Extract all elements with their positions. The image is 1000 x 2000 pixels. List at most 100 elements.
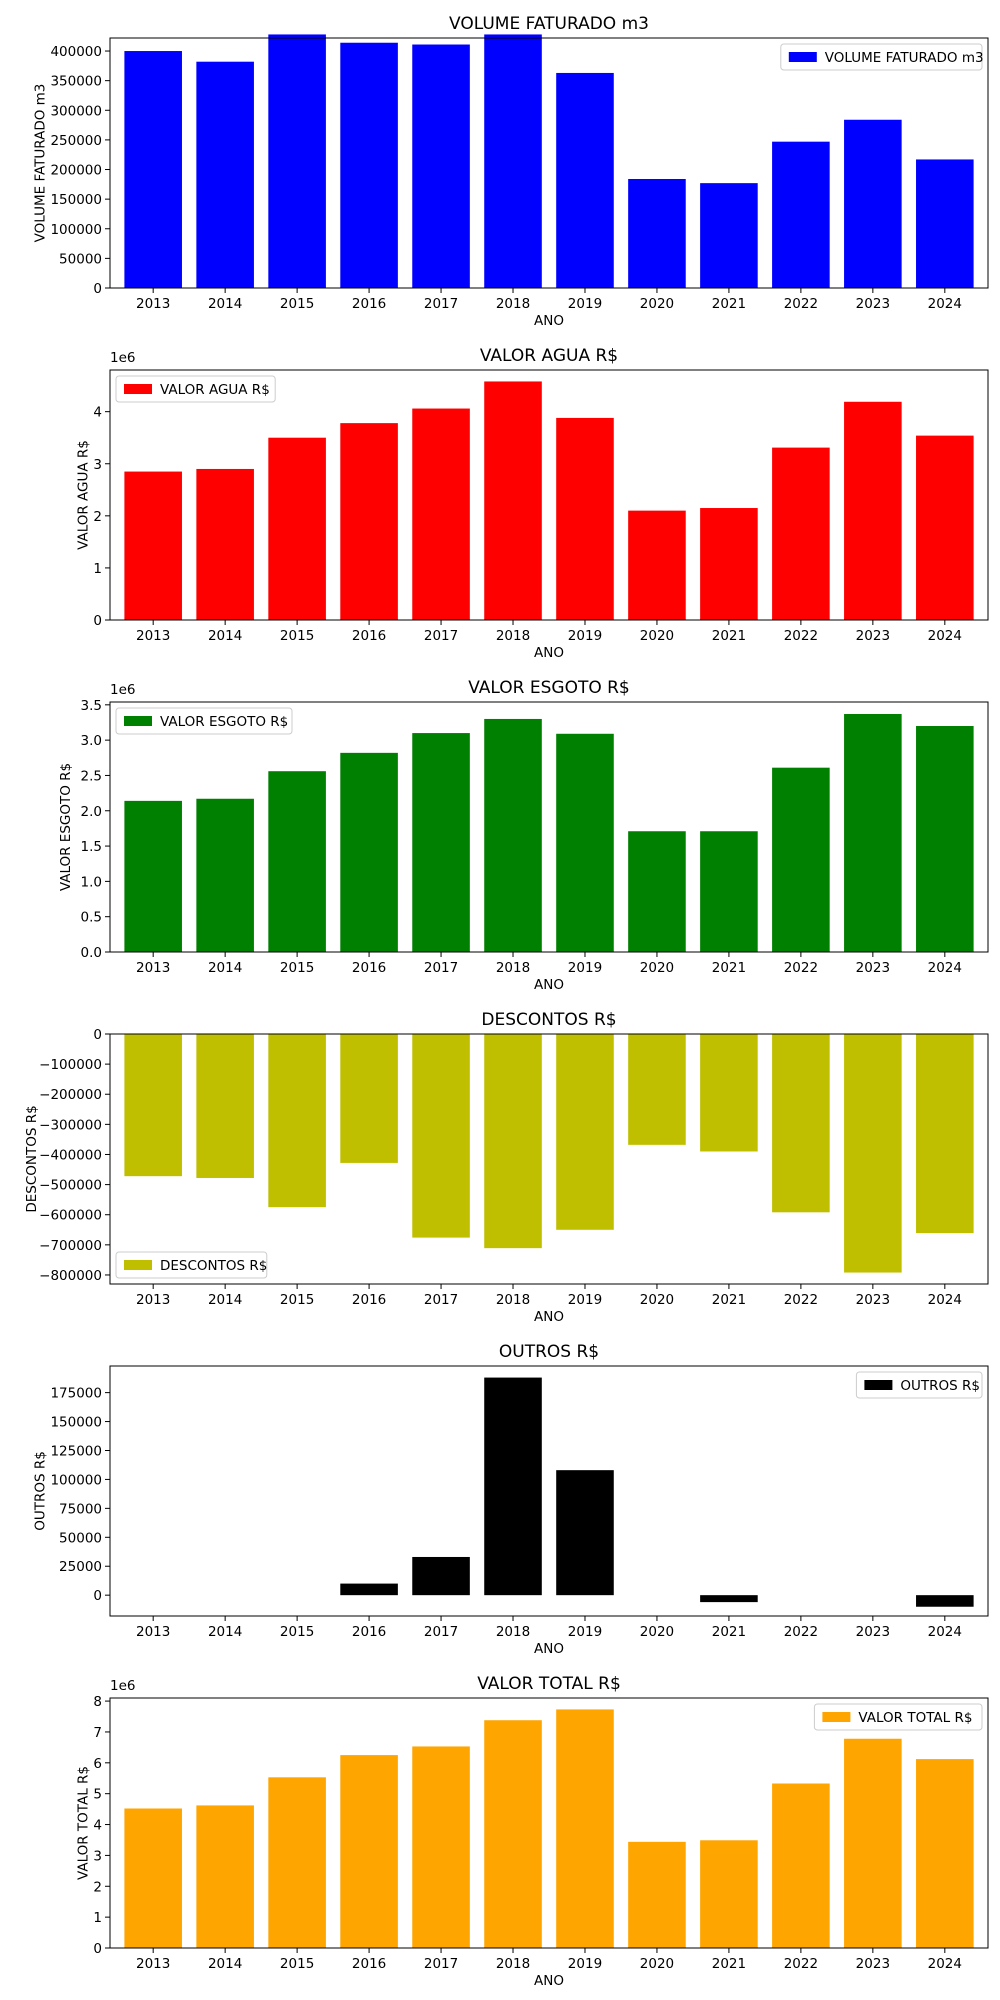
x-tick-label: 2024 xyxy=(928,1956,962,1972)
chart-title: OUTROS R$ xyxy=(499,1342,599,1362)
bar-2018 xyxy=(484,381,542,620)
x-tick-label: 2014 xyxy=(208,1956,242,1972)
bar-2019 xyxy=(556,1034,614,1230)
y-tick-label: 150000 xyxy=(50,1415,102,1431)
bar-2013 xyxy=(124,1034,182,1177)
x-tick-label: 2017 xyxy=(424,1956,458,1972)
bar-2015 xyxy=(268,1777,326,1948)
legend: DESCONTOS R$ xyxy=(115,1251,267,1279)
bar-2021 xyxy=(700,831,758,952)
x-tick-label: 2018 xyxy=(496,628,530,644)
legend-label: DESCONTOS R$ xyxy=(160,1258,267,1274)
bar-2023 xyxy=(844,714,902,952)
bar-2019 xyxy=(556,417,614,620)
bar-2018 xyxy=(484,34,542,289)
y-axis-label: DESCONTOS R$ xyxy=(24,1105,40,1212)
x-tick-label: 2018 xyxy=(496,1956,530,1972)
x-tick-label: 2020 xyxy=(640,1292,674,1308)
y-tick-label: 125000 xyxy=(50,1443,102,1459)
bar-2020 xyxy=(628,1841,686,1948)
x-tick-label: 2017 xyxy=(424,628,458,644)
bar-2015 xyxy=(268,34,326,289)
x-tick-label: 2022 xyxy=(784,1292,818,1308)
bar-2022 xyxy=(772,447,830,620)
legend-swatch xyxy=(822,1712,851,1722)
x-tick-label: 2018 xyxy=(496,296,530,312)
bar-2023 xyxy=(844,401,902,620)
y-tick-label: 0.0 xyxy=(81,945,102,961)
x-tick-label: 2016 xyxy=(352,296,386,312)
y-tick-label: 100000 xyxy=(50,222,102,238)
y-tick-label: 0 xyxy=(93,1941,102,1957)
x-tick-label: 2023 xyxy=(856,1292,890,1308)
y-tick-label: 25000 xyxy=(59,1559,102,1575)
x-tick-label: 2022 xyxy=(784,296,818,312)
y-tick-label: −100000 xyxy=(39,1057,102,1073)
x-tick-label: 2013 xyxy=(136,1624,170,1640)
x-tick-label: 2013 xyxy=(136,960,170,976)
plot-frame xyxy=(109,1365,989,1617)
chart-title: DESCONTOS R$ xyxy=(481,1010,616,1030)
bar-2024 xyxy=(916,1595,974,1607)
legend-swatch xyxy=(124,384,152,394)
x-tick-label: 2020 xyxy=(640,296,674,312)
y-tick-label: 0 xyxy=(93,281,102,297)
x-tick-label: 2015 xyxy=(280,296,314,312)
y-tick-label: 2.5 xyxy=(81,768,102,784)
y-axis-label: VALOR AGUA R$ xyxy=(75,440,91,550)
y-tick-label: 200000 xyxy=(50,163,102,179)
x-tick-label: 2013 xyxy=(136,1292,170,1308)
x-tick-label: 2023 xyxy=(856,628,890,644)
bar-2019 xyxy=(556,1470,614,1596)
x-tick-label: 2019 xyxy=(568,1292,602,1308)
x-tick-label: 2016 xyxy=(352,628,386,644)
bar-2020 xyxy=(628,510,686,620)
x-tick-label: 2013 xyxy=(136,1956,170,1972)
y-tick-label: 350000 xyxy=(50,74,102,90)
bar-2016 xyxy=(340,1755,398,1948)
bar-2021 xyxy=(700,1595,758,1603)
x-tick-label: 2022 xyxy=(784,628,818,644)
x-tick-label: 2023 xyxy=(856,296,890,312)
bar-2016 xyxy=(340,752,398,952)
y-axis-label: VALOR ESGOTO R$ xyxy=(58,763,74,891)
bar-2015 xyxy=(268,1034,326,1208)
x-tick-label: 2024 xyxy=(928,1292,962,1308)
x-tick-label: 2021 xyxy=(712,960,746,976)
bar-2017 xyxy=(412,1034,470,1238)
x-axis-label: ANO xyxy=(534,1309,564,1325)
legend: VOLUME FATURADO m3 xyxy=(780,43,984,71)
y-tick-label: 1.0 xyxy=(81,874,102,890)
chart-3: VALOR ESGOTO R$ 2013 2014 2015 2016 2017 2018 2… xyxy=(58,678,989,993)
y-offset-label: 1e6 xyxy=(110,1678,135,1694)
legend-swatch xyxy=(124,1260,152,1270)
bar-2016 xyxy=(340,423,398,620)
bar-2020 xyxy=(628,1034,686,1145)
x-tick-label: 2021 xyxy=(712,628,746,644)
y-tick-label: 3 xyxy=(93,1848,102,1864)
y-tick-label: 50000 xyxy=(59,251,102,267)
x-tick-label: 2021 xyxy=(712,1624,746,1640)
x-tick-label: 2022 xyxy=(784,1956,818,1972)
y-tick-label: 5 xyxy=(93,1787,102,1803)
y-tick-label: 1.5 xyxy=(81,839,102,855)
y-tick-label: 6 xyxy=(93,1756,102,1772)
x-tick-label: 2016 xyxy=(352,1956,386,1972)
x-tick-label: 2021 xyxy=(712,296,746,312)
x-tick-label: 2019 xyxy=(568,960,602,976)
x-tick-label: 2014 xyxy=(208,296,242,312)
x-tick-label: 2017 xyxy=(424,296,458,312)
x-tick-label: 2024 xyxy=(928,296,962,312)
x-tick-label: 2015 xyxy=(280,1292,314,1308)
y-tick-label: 3.0 xyxy=(81,733,102,749)
y-tick-label: 3.5 xyxy=(81,698,102,714)
x-tick-label: 2018 xyxy=(496,960,530,976)
bar-2014 xyxy=(196,61,254,288)
x-tick-label: 2023 xyxy=(856,960,890,976)
x-tick-label: 2019 xyxy=(568,296,602,312)
bar-2014 xyxy=(196,798,254,952)
y-tick-label: 4 xyxy=(93,405,102,421)
bar-2014 xyxy=(196,468,254,620)
y-tick-label: −500000 xyxy=(39,1178,102,1194)
x-tick-label: 2014 xyxy=(208,628,242,644)
